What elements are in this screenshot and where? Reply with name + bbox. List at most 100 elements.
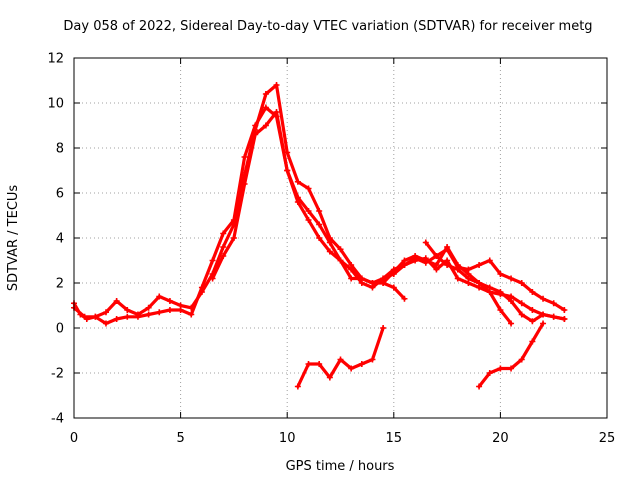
data-point [390,284,397,291]
data-point [294,199,301,205]
data-point [540,311,547,318]
data-point [305,208,312,214]
data-point [529,307,536,313]
series-line [477,321,545,389]
data-point [220,253,227,259]
data-point [518,356,525,363]
plot-frame [73,57,608,419]
data-point [156,293,163,300]
data-point [380,325,387,331]
y-tick-label: 10 [47,97,64,112]
data-point [230,235,237,241]
data-point [465,275,472,282]
data-point [166,307,173,313]
grid [74,58,607,418]
data-point [348,266,355,273]
data-point [508,275,515,282]
x-tick-label: 10 [279,431,296,446]
y-tick-label: -4 [51,412,64,427]
series-trace-4 [380,244,568,325]
data-point [540,295,547,302]
data-point [166,298,173,304]
data-point [124,307,131,313]
y-tick-label: -2 [51,367,64,382]
data-point [124,313,131,320]
data-point [252,131,259,138]
x-tick-label: 0 [70,431,78,446]
data-point [209,275,216,282]
chart-title: Day 058 of 2022, Sidereal Day-to-day VTE… [63,19,592,34]
data-point [305,185,312,192]
data-point [422,239,429,246]
data-point [294,383,301,390]
axis-ticks: 0 5 10 15 20 25 -4 -2 0 2 4 6 8 10 12 [47,52,615,447]
data-point [305,361,312,367]
x-tick-label: 25 [599,431,616,446]
data-point [294,178,301,185]
data-point [177,307,184,313]
data-point [497,365,504,372]
data-point [273,82,280,88]
data-point [198,284,205,291]
data-point [518,300,525,307]
data-point [348,365,355,372]
data-point [561,307,568,313]
data-point [454,275,461,282]
data-point [220,230,227,237]
data-point [273,109,280,115]
data-point [316,235,323,241]
data-point [518,280,525,286]
data-point [92,313,99,320]
data-point [305,217,312,223]
data-point [337,356,344,363]
data-point [529,318,536,325]
data-point [561,316,568,322]
data-point [401,295,408,302]
data-point [550,313,557,320]
data-point [134,313,141,320]
series-trace-3 [209,109,568,322]
data-point [518,311,525,318]
series-trace-7 [476,320,547,390]
data-point [102,320,109,327]
data-point [412,253,419,259]
data-point [145,304,152,311]
data-point [497,307,504,313]
y-tick-label: 6 [56,187,64,202]
data-point [486,289,493,295]
data-point [369,356,376,363]
data-point [209,257,216,264]
data-point [262,122,269,129]
data-point [529,289,536,295]
data-point [433,262,440,268]
y-tick-label: 0 [56,322,64,337]
data-point [316,221,323,228]
data-point [188,311,195,318]
data-point [380,280,387,286]
data-point [337,246,344,253]
data-point [220,244,227,250]
y-tick-label: 8 [56,142,64,157]
series-trace-6 [294,325,387,390]
data-point [326,374,333,381]
y-axis-title: SDTVAR / TECUs [6,185,21,292]
data-point [550,300,557,307]
data-point [102,309,109,316]
data-point [262,104,269,111]
data-point [241,181,248,187]
data-point [444,244,451,250]
data-point [348,275,355,282]
series-trace-5 [422,239,515,327]
data-point [326,239,333,246]
data-point [81,313,88,320]
data-point [401,257,408,264]
data-point [252,122,259,129]
data-point [444,262,451,268]
y-tick-label: 4 [56,232,64,247]
data-point [476,262,483,268]
series-line [72,83,407,321]
data-point [486,370,493,376]
data-point [497,271,504,277]
data-point [156,309,163,316]
